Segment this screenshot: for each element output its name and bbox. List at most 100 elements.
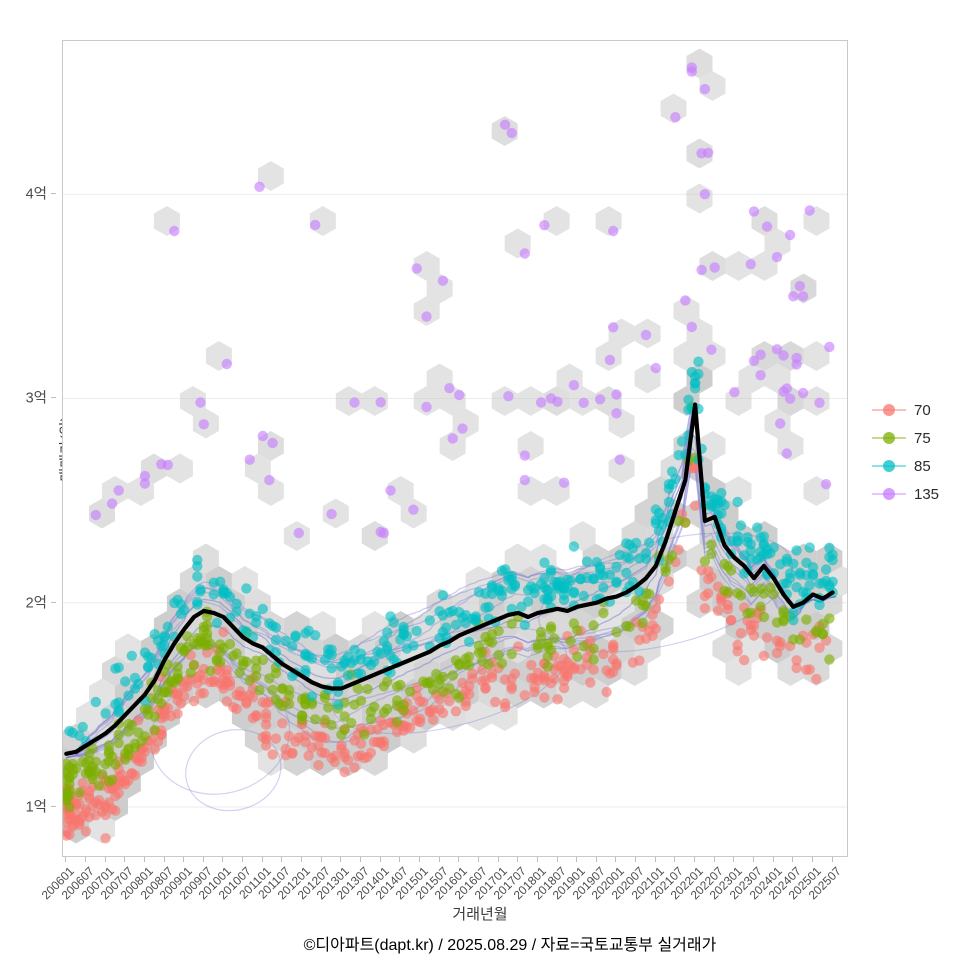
scatter-point: [182, 631, 193, 642]
scatter-point: [113, 729, 124, 740]
scatter-point: [454, 692, 465, 703]
scatter-point: [332, 699, 344, 710]
scatter-point: [696, 148, 707, 159]
scatter-point: [254, 685, 265, 696]
scatter-point: [93, 780, 105, 791]
scatter-point: [179, 681, 190, 692]
y-tick-label-2: 3억: [25, 390, 47, 407]
scatter-point: [811, 673, 822, 685]
density-contour: [66, 431, 837, 759]
hexbin-cell: [361, 611, 388, 641]
scatter-point: [192, 639, 203, 650]
scatter-point: [640, 329, 652, 341]
scatter-point: [424, 676, 435, 687]
scatter-point: [257, 732, 268, 743]
scatter-point: [437, 590, 449, 601]
legend-item-85[interactable]: 85: [872, 452, 960, 480]
scatter-point: [457, 423, 468, 434]
scatter-point: [63, 785, 72, 796]
x-tick-mark-3: [124, 857, 126, 862]
scatter-point: [208, 675, 219, 686]
legend-item-70[interactable]: 70: [872, 396, 960, 424]
scatter-point: [120, 676, 131, 687]
scatter-point: [103, 776, 115, 787]
scatter-point: [159, 640, 170, 651]
scatter-point: [611, 561, 622, 572]
x-tick-mark-31: [674, 857, 676, 862]
scatter-point: [703, 574, 714, 585]
x-tick-mark-10: [261, 857, 263, 862]
scatter-point: [739, 654, 750, 666]
scatter-point: [676, 436, 688, 447]
scatter-point: [175, 642, 187, 653]
legend-item-75[interactable]: 75: [872, 424, 960, 452]
scatter-point: [398, 628, 409, 640]
scatter-point: [231, 606, 242, 617]
x-tick-mark-34: [733, 857, 735, 862]
x-tick-mark-37: [792, 857, 794, 862]
scatter-point: [739, 550, 750, 561]
scatter-point: [385, 485, 396, 496]
scatter-point: [506, 583, 517, 595]
scatter-point: [699, 603, 711, 614]
x-tick-mark-9: [242, 857, 244, 862]
scatter-point: [326, 644, 337, 655]
scatter-point: [306, 691, 318, 702]
scatter-point: [598, 607, 609, 619]
scatter-point: [375, 736, 386, 747]
scatter-point: [748, 206, 760, 217]
scatter-point: [558, 477, 570, 488]
scatter-point: [339, 751, 350, 763]
legend-dot-icon: [883, 488, 895, 500]
scatter-point: [218, 586, 229, 598]
scatter-point: [732, 535, 743, 546]
scatter-point: [539, 557, 550, 568]
scatter-point: [218, 683, 229, 694]
scatter-point: [378, 707, 390, 718]
scatter-point: [820, 479, 832, 490]
scatter-point: [791, 582, 802, 593]
scatter-point: [447, 670, 458, 681]
scatter-point: [706, 539, 717, 550]
y-axis: 1억 2억 3억 4억: [0, 40, 56, 857]
scatter-point: [542, 593, 553, 604]
scatter-point: [483, 601, 494, 613]
scatter-point: [382, 676, 393, 687]
scatter-point: [100, 833, 111, 844]
scatter-point: [93, 795, 105, 806]
x-tick-mark-21: [477, 857, 479, 862]
scatter-point: [630, 537, 642, 549]
scatter-point: [221, 358, 232, 370]
x-tick-mark-0: [65, 857, 67, 862]
scatter-point: [486, 672, 498, 683]
scatter-point: [608, 322, 619, 333]
scatter-point: [143, 709, 154, 720]
scatter-point: [64, 829, 75, 840]
scatter-point: [732, 496, 743, 508]
scatter-point: [457, 677, 468, 689]
scatter-point: [732, 639, 743, 651]
scatter-point: [264, 673, 275, 684]
scatter-point: [768, 542, 779, 553]
x-tick-mark-20: [458, 857, 460, 862]
x-tick-mark-2: [104, 857, 106, 862]
x-tick-mark-38: [811, 857, 813, 862]
scatter-layer: [63, 62, 838, 844]
legend-item-135[interactable]: 135: [872, 480, 960, 508]
scatter-point: [824, 341, 835, 353]
scatter-point: [761, 632, 773, 643]
scatter-point: [205, 665, 216, 677]
hexbin-cell: [673, 341, 700, 371]
y-axis-title-wrap: 매매가(원): [48, 40, 76, 857]
scatter-point: [686, 321, 697, 333]
scatter-point: [192, 599, 203, 610]
hexbin-cell: [387, 476, 414, 506]
hexbin-cell: [491, 386, 518, 416]
scatter-point: [421, 401, 432, 413]
scatter-point: [156, 459, 167, 470]
x-tick-mark-4: [143, 857, 145, 862]
scatter-point: [673, 450, 684, 461]
x-tick-mark-35: [753, 857, 755, 862]
scatter-point: [329, 756, 340, 768]
scatter-point: [650, 362, 661, 374]
